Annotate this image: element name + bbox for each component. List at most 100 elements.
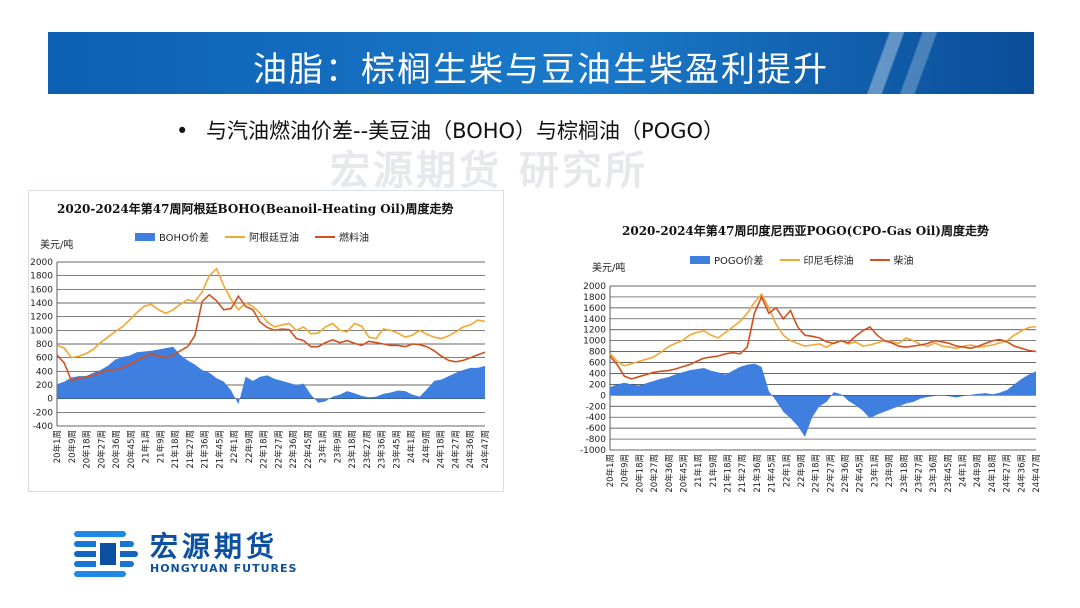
left-chart-title: 2020-2024年第47周阿根廷BOHO(Beanoil-Heating Oi…	[57, 202, 454, 216]
subtitle-bullet: • 与汽油燃油价差--美豆油（BOHO）与棕榈油（POGO）	[176, 115, 724, 145]
chart1-x-tick-label: 20年45周	[678, 454, 689, 493]
chart0-y-tick-label: -400	[33, 422, 54, 432]
chart0-x-tick-label: 20年18周	[82, 430, 93, 469]
chart1-x-tick-label: 22年27周	[825, 454, 836, 493]
chart0-x-tick-label: 24年18周	[436, 430, 447, 469]
chart0-x-tick-label: 21年27周	[185, 430, 196, 469]
chart1-x-tick-label: 23年27周	[913, 454, 924, 493]
company-logo: 宏源期货 HONGYUAN FUTURES	[74, 527, 297, 579]
chart0-x-tick-label: 24年1周	[406, 430, 417, 463]
chart1-x-tick-label: 24年36周	[1016, 454, 1027, 493]
chart0-y-tick-label: 0	[47, 395, 53, 405]
chart1-y-tick-label: 600	[589, 359, 606, 369]
chart0-x-tick-label: 23年9周	[332, 430, 343, 463]
chart0-y-tick-label: 1200	[30, 313, 53, 323]
chart0-x-tick-label: 20年1周	[52, 430, 63, 463]
chart1-x-tick-label: 24年47周	[1031, 454, 1042, 493]
chart0-x-tick-label: 22年36周	[288, 430, 299, 469]
chart1-x-tick-label: 21年9周	[708, 454, 719, 487]
chart1-x-tick-label: 22年36周	[840, 454, 851, 493]
chart1-x-tick-label: 21年18周	[723, 454, 734, 493]
chart1-x-tick-label: 23年18周	[899, 454, 910, 493]
chart1-x-tick-label: 23年36周	[928, 454, 939, 493]
chart1-x-tick-label: 20年27周	[649, 454, 660, 493]
left-chart-unit: 美元/吨	[40, 240, 74, 251]
chart0-x-tick-label: 23年45周	[391, 430, 402, 469]
chart0-x-tick-label: 23年36周	[377, 430, 388, 469]
legend-label: BOHO价差	[159, 233, 209, 244]
left-chart-legend: BOHO价差 阿根廷豆油 燃料油	[135, 229, 379, 244]
chart0-y-tick-label: 2000	[30, 258, 53, 268]
chart0-x-tick-label: 22年45周	[303, 430, 314, 469]
title-bar-stripes	[834, 32, 994, 94]
chart1-y-tick-label: 200	[589, 380, 606, 390]
chart0-x-tick-label: 20年9周	[67, 430, 78, 463]
chart1-y-tick-label: 800	[589, 348, 606, 358]
chart1-y-tick-label: -800	[586, 435, 607, 445]
chart0-x-tick-label: 22年27周	[273, 430, 284, 469]
logo-name-cn: 宏源期货	[150, 529, 279, 563]
legend-swatch-fuel	[314, 235, 335, 238]
chart1-y-tick-label: 1200	[583, 326, 606, 336]
chart1-x-tick-label: 20年1周	[605, 454, 616, 487]
chart0-y-tick-label: 1800	[30, 272, 53, 282]
bullet-marker: •	[176, 119, 189, 143]
chart0-x-tick-label: 21年9周	[155, 430, 166, 463]
legend-item-soyoil: 阿根廷豆油	[224, 229, 299, 244]
chart0-y-tick-label: 800	[36, 340, 53, 350]
legend-item-fueloil: 燃料油	[314, 229, 369, 244]
chart1-series-line-1	[609, 292, 1037, 367]
chart1-x-tick-label: 22年9周	[796, 454, 807, 487]
logo-name-en: HONGYUAN FUTURES	[150, 561, 298, 575]
chart0-x-tick-label: 20年36周	[111, 430, 122, 469]
chart0-x-tick-label: 24年9周	[421, 430, 432, 463]
chart0-x-tick-label: 24年36周	[465, 430, 476, 469]
chart0-series-spread-area	[57, 346, 485, 405]
legend-swatch-soy	[224, 235, 245, 238]
right-chart-unit: 美元/吨	[592, 263, 626, 274]
chart1-x-tick-label: 20年9周	[620, 454, 631, 487]
chart1-x-tick-label: 22年1周	[781, 454, 792, 487]
legend-label: 阿根廷豆油	[248, 233, 299, 244]
chart1-x-tick-label: 22年45周	[855, 454, 866, 493]
chart1-series-line-2	[609, 294, 1037, 380]
legend-label: POGO价差	[714, 256, 764, 267]
chart1-x-tick-label: 20年36周	[664, 454, 675, 493]
chart1-y-tick-label: 1600	[583, 304, 606, 314]
chart0-x-tick-label: 21年36周	[200, 430, 211, 469]
chart0-x-tick-label: 22年9周	[244, 430, 255, 463]
chart0-x-tick-label: 23年18周	[347, 430, 358, 469]
legend-swatch-diesel	[869, 258, 890, 261]
legend-item-diesel: 柴油	[869, 252, 914, 267]
chart1-y-tick-label: 1400	[583, 315, 606, 325]
chart0-x-tick-label: 23年1周	[318, 430, 329, 463]
chart1-y-tick-label: -1000	[580, 446, 606, 456]
title-bar: 油脂：棕榈生柴与豆油生柴盈利提升	[48, 32, 1034, 94]
chart1-y-tick-label: 1000	[583, 337, 606, 347]
chart1-y-tick-label: -400	[586, 413, 607, 423]
chart1-y-tick-label: 400	[589, 369, 606, 379]
chart0-y-tick-label: 600	[36, 354, 53, 364]
chart0-y-tick-label: 400	[36, 367, 53, 377]
chart1-x-tick-label: 23年9周	[884, 454, 895, 487]
legend-item-pogo: POGO价差	[690, 252, 764, 267]
chart1-x-tick-label: 21年45周	[767, 454, 778, 493]
chart0-series-line-2	[56, 293, 486, 382]
chart1-x-tick-label: 24年9周	[972, 454, 983, 487]
chart0-y-tick-label: 1000	[30, 326, 53, 336]
chart1-x-tick-label: 22年18周	[811, 454, 822, 493]
chart0-y-tick-label: 1600	[30, 285, 53, 295]
chart0-y-tick-label: 200	[36, 381, 53, 391]
legend-label: 印尼毛棕油	[803, 256, 854, 267]
legend-item-cpo: 印尼毛棕油	[779, 252, 854, 267]
chart1-x-tick-label: 24年27周	[1002, 454, 1013, 493]
chart0-y-tick-label: -200	[33, 408, 54, 418]
chart1-y-tick-label: 1800	[583, 293, 606, 303]
chart1-x-tick-label: 21年1周	[693, 454, 704, 487]
chart0-x-tick-label: 22年18周	[259, 430, 270, 469]
chart1-y-tick-label: -200	[586, 402, 607, 412]
chart1-x-tick-label: 24年18周	[987, 454, 998, 493]
chart1-y-tick-label: -600	[586, 424, 607, 434]
